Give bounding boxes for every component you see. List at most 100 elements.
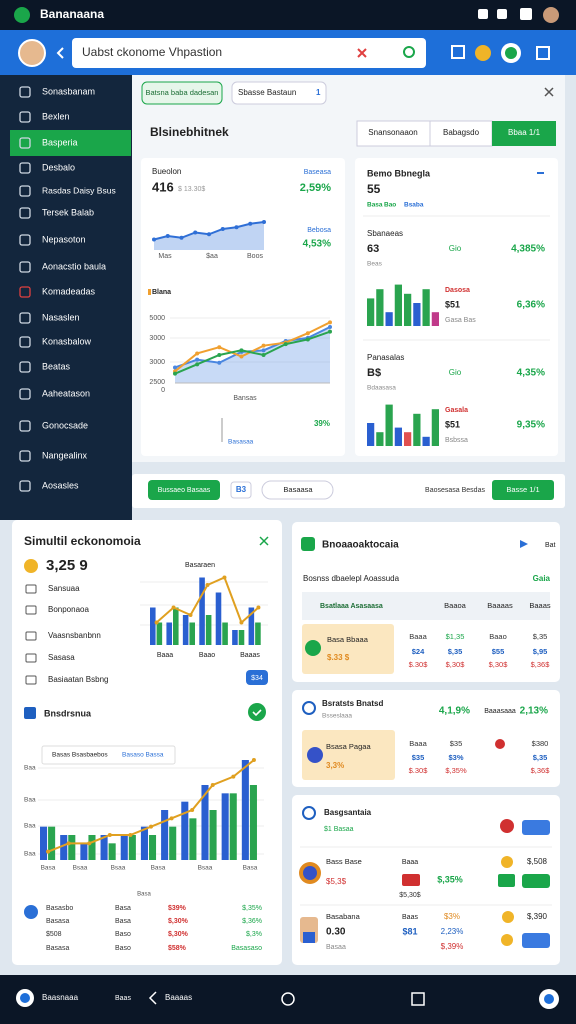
label: Beas [367, 261, 383, 268]
label: $81 [402, 926, 417, 936]
label: $380 [532, 739, 549, 748]
box[interactable] [536, 46, 550, 60]
sidebar-item[interactable]: Nasaslen [42, 312, 80, 322]
label: Bsaba [404, 202, 424, 209]
label: Simultil eckonomoia [24, 534, 141, 548]
sidebar-item[interactable]: Bexlen [42, 111, 70, 121]
label: Bnsdrsnua [44, 708, 92, 718]
label: $,30$ [446, 660, 466, 669]
point [152, 237, 156, 242]
button[interactable] [492, 480, 554, 500]
sidebar-item[interactable]: Aosasles [42, 480, 79, 490]
box [303, 932, 315, 943]
sidebar-item[interactable]: Komadeadas [42, 286, 96, 296]
sidebar-item[interactable]: Beatas [42, 361, 71, 371]
chip[interactable] [231, 81, 327, 105]
point [154, 620, 159, 625]
sidebar-item[interactable]: Rasdas Daisy Bsus [42, 185, 116, 195]
label: Baa [24, 797, 36, 804]
sidebar-item[interactable]: Desbalo [42, 162, 75, 172]
label: Baasnaaa [42, 993, 79, 1002]
label: Basa [115, 918, 131, 925]
bar [404, 432, 412, 446]
close-icon[interactable] [259, 536, 269, 546]
label: $ 13.30$ [178, 186, 205, 193]
icon[interactable] [248, 703, 266, 721]
label: Basaa [326, 944, 346, 951]
label: Baas [115, 995, 131, 1002]
label: $5,30$ [399, 892, 421, 899]
sidebar-item[interactable]: Sonasbanam [42, 86, 95, 96]
icon [305, 640, 321, 656]
bar [40, 826, 48, 860]
button[interactable] [492, 121, 556, 146]
sidebar-item[interactable]: Gonocsade [42, 420, 88, 430]
box [19, 185, 31, 197]
button[interactable] [522, 874, 550, 888]
bar [422, 289, 430, 326]
nav-home[interactable] [281, 992, 295, 1006]
box[interactable] [498, 874, 515, 887]
label: 39% [314, 419, 330, 428]
chip[interactable] [261, 480, 334, 500]
clear-icon[interactable] [357, 48, 367, 58]
box [19, 261, 31, 273]
button[interactable] [429, 120, 493, 147]
button[interactable] [522, 933, 550, 948]
label: Bsasa Pagaa [326, 742, 371, 751]
icon [20, 993, 30, 1003]
label: Mas [158, 253, 172, 260]
button[interactable] [522, 820, 550, 835]
point [261, 348, 266, 353]
label: $55 [492, 647, 505, 656]
label: Baaas [240, 652, 260, 659]
nav-recent[interactable] [411, 992, 425, 1006]
bar [238, 630, 245, 645]
back-icon[interactable] [56, 47, 64, 59]
label: Babagsdo [443, 128, 480, 137]
box[interactable] [451, 45, 465, 59]
point [171, 605, 176, 610]
bar [255, 622, 261, 645]
label: Bdaasasa [367, 385, 396, 392]
box [302, 624, 394, 674]
search-text: Uabst ckonome Vhpastion [82, 45, 222, 59]
box [402, 874, 420, 886]
label: 4,35% [517, 368, 545, 379]
sidebar-item[interactable]: Aonacstio baula [42, 261, 106, 271]
box [19, 207, 31, 219]
label: Bnoaaoaktocaia [322, 540, 399, 551]
sidebar-item[interactable]: Aaheatason [42, 388, 90, 398]
chip[interactable] [141, 81, 223, 105]
sidebar-item[interactable]: Nangealinx [42, 450, 88, 460]
point [328, 329, 332, 334]
sidebar-item[interactable]: Konasbalow [42, 336, 92, 346]
point [195, 362, 200, 367]
search-icon[interactable] [403, 46, 415, 58]
label: Baaa [402, 859, 418, 866]
box [25, 584, 37, 594]
button[interactable] [148, 480, 220, 500]
card [355, 158, 558, 456]
box [25, 653, 37, 663]
label: $24 [412, 647, 425, 656]
sidebar-item[interactable]: Nepasoton [42, 234, 86, 244]
nav-back[interactable] [148, 991, 157, 1005]
search-box[interactable] [72, 38, 426, 68]
box [478, 9, 488, 19]
close-icon[interactable] [544, 87, 554, 97]
box [19, 420, 31, 432]
label: Bsseslaaa [322, 713, 352, 720]
label: 2,13% [520, 706, 548, 717]
sidebar-item[interactable]: Basperia [42, 137, 78, 147]
sidebar-item[interactable]: Tersek Balab [42, 207, 94, 217]
icon[interactable] [475, 45, 491, 61]
label: Bbaa 1/1 [508, 128, 541, 137]
point [261, 343, 266, 348]
bar [48, 826, 56, 860]
check [252, 709, 262, 717]
label: 4,1,9% [439, 706, 470, 717]
label: Bebosa [307, 227, 331, 234]
bar [166, 622, 172, 645]
box [19, 111, 31, 123]
